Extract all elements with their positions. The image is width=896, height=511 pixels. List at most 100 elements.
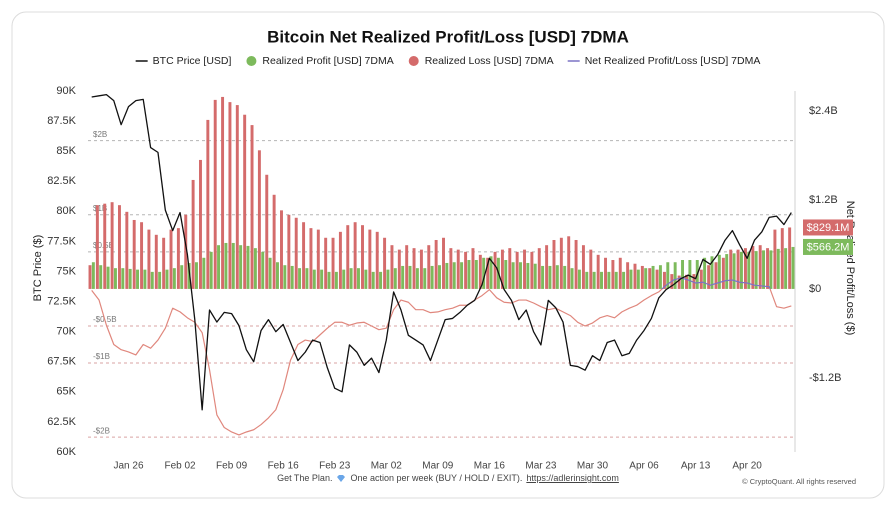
bar [622, 271, 626, 289]
bar [213, 99, 217, 289]
y-tick-label: 87.5K [47, 115, 76, 127]
bar [136, 269, 140, 289]
bar [194, 262, 198, 289]
x-tick-label: Feb 16 [268, 461, 300, 472]
bar [445, 262, 449, 289]
bar [419, 249, 423, 289]
x-tick-label: Feb 09 [216, 461, 248, 472]
bar [331, 237, 335, 289]
bar [430, 265, 434, 289]
bar [776, 248, 780, 289]
y2-tick-label: $0 [809, 283, 821, 295]
bar [184, 214, 188, 289]
bar [217, 245, 221, 289]
line [91, 277, 792, 436]
bar [338, 231, 342, 289]
bar [309, 228, 313, 289]
value-badge [803, 219, 853, 236]
reference-label: $2B [93, 130, 107, 139]
bar [172, 268, 176, 289]
bar [685, 274, 689, 289]
bar [489, 256, 493, 289]
footer: Get The Plan. One action per week (BUY /… [0, 473, 896, 483]
bar [581, 245, 585, 289]
bar [427, 245, 431, 289]
bar [383, 237, 387, 289]
bar [633, 263, 637, 289]
bar [611, 260, 615, 289]
bar [121, 268, 125, 289]
y2-tick-label: $1.2B [809, 194, 838, 206]
bar [442, 237, 445, 289]
value-badge-label: $566.2M [807, 241, 850, 253]
bar [541, 265, 545, 289]
bar [460, 262, 464, 289]
bar [113, 268, 117, 289]
bar [449, 248, 453, 289]
bar [169, 229, 173, 289]
x-tick-label: Feb 23 [319, 461, 351, 472]
bar [596, 254, 600, 289]
bar [655, 269, 659, 289]
legend-symbol [246, 56, 257, 66]
bar [707, 265, 711, 289]
x-tick-label: Mar 02 [371, 461, 403, 472]
bar [464, 251, 468, 289]
bar [280, 210, 283, 289]
bar [393, 268, 397, 289]
legend-symbol [408, 56, 419, 66]
bar [202, 257, 206, 289]
bar [523, 249, 526, 289]
bar [176, 228, 180, 289]
bar [162, 237, 166, 289]
bar [191, 179, 195, 289]
y-tick-label: 82.5K [47, 175, 76, 187]
bar [235, 105, 239, 289]
bar [626, 262, 630, 289]
bar [187, 262, 191, 289]
bar [180, 265, 184, 289]
bar [714, 262, 718, 289]
bar [452, 262, 456, 289]
bar [577, 269, 581, 289]
bar [456, 249, 460, 289]
bar [231, 242, 235, 289]
line [91, 93, 792, 411]
bar [651, 265, 655, 289]
bar [423, 268, 427, 289]
bar [607, 271, 611, 289]
bar [482, 257, 486, 289]
bar [710, 256, 714, 289]
chart-title: Bitcoin Net Realized Profit/Loss [USD] 7… [267, 27, 629, 46]
bar [662, 271, 666, 289]
bar [533, 263, 537, 289]
bar [644, 268, 648, 289]
bar [614, 271, 618, 289]
bar [511, 262, 515, 289]
y-tick-label: 80K [56, 205, 76, 217]
footer-link[interactable]: https://adlerinsight.com [526, 473, 619, 483]
y-tick-label: 90K [56, 85, 76, 97]
bar [471, 248, 475, 289]
bar [589, 249, 593, 289]
bar [559, 237, 563, 289]
bar [368, 229, 372, 289]
bar [648, 268, 652, 289]
bar [585, 271, 589, 289]
bar [243, 114, 247, 289]
x-tick-label: Apr 06 [629, 461, 659, 472]
bar [545, 245, 549, 289]
bar [290, 265, 294, 289]
bar [275, 262, 279, 289]
bar [228, 102, 232, 289]
bar [287, 214, 291, 289]
bar [717, 254, 721, 289]
bar [147, 229, 151, 289]
bar [272, 194, 276, 289]
y-tick-label: 85K [56, 145, 76, 157]
bar [316, 229, 320, 289]
bar [320, 269, 324, 289]
bar [125, 211, 129, 289]
